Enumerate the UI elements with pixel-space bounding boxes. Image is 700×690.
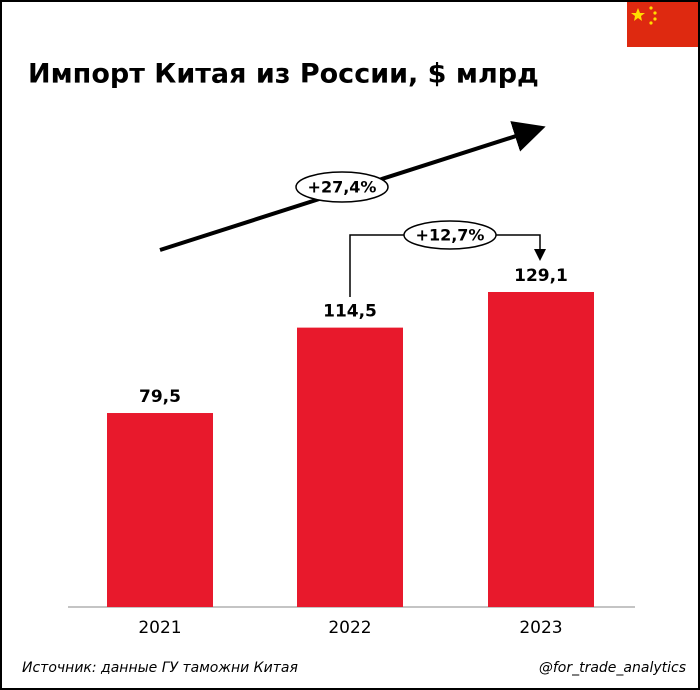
source: Источник: данные ГУ таможни Китая	[22, 660, 298, 676]
chart-title: Импорт Китая из России, $ млрд	[28, 59, 539, 90]
annotation-bubble	[295, 171, 389, 203]
bar	[488, 291, 594, 607]
annotation: +27,4%	[308, 178, 377, 197]
value-label: 114,5	[323, 302, 377, 322]
bar	[107, 413, 213, 607]
bar	[297, 327, 403, 607]
flag	[627, 2, 698, 47]
x-tick-label: 2021	[138, 618, 181, 638]
value-label: 79,5	[139, 387, 181, 407]
annotation: +12,7%	[416, 226, 485, 245]
value-label: 129,1	[514, 266, 568, 286]
handle: @for_trade_analytics	[539, 660, 686, 676]
annotation-bubble	[403, 220, 497, 250]
x-tick-label: 2022	[328, 618, 371, 638]
x-tick-label: 2023	[519, 618, 562, 638]
